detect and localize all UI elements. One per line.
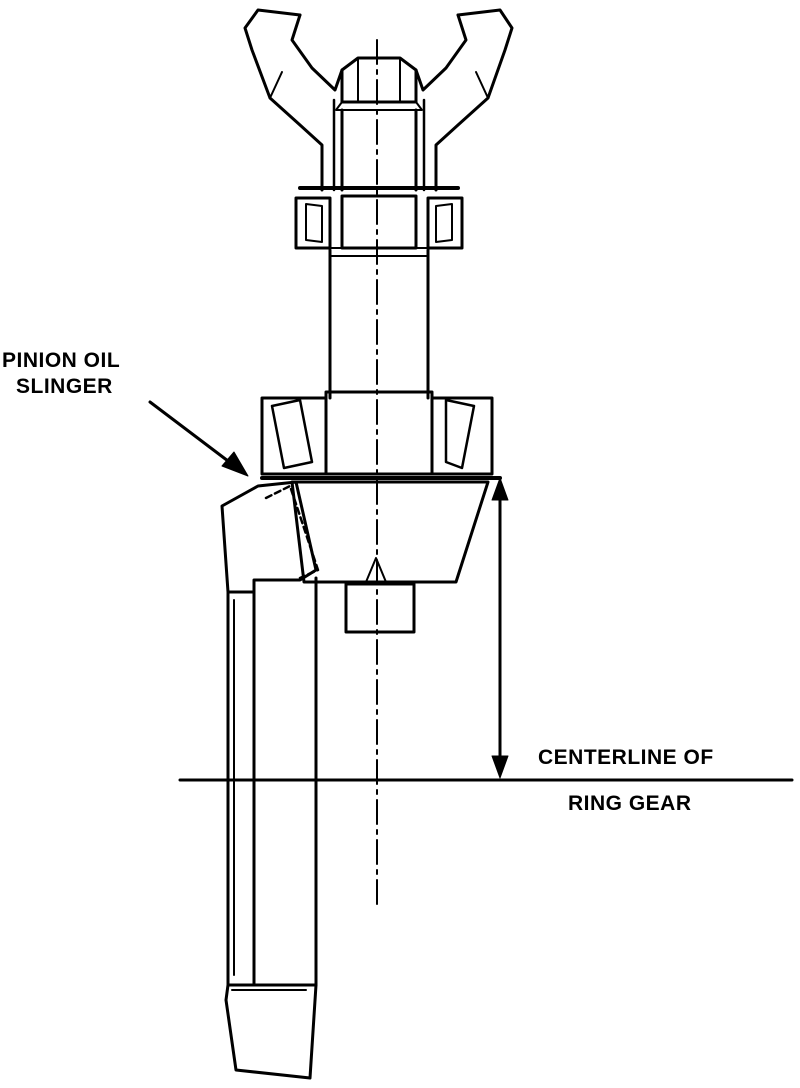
outer-pinion-bearing	[294, 186, 464, 257]
ring-gear-label: RING GEAR	[568, 792, 692, 815]
pinion-depth-dimension	[491, 477, 509, 779]
inner-pinion-bearing	[260, 390, 494, 476]
pinion-oil-slinger-label-line2: SLINGER	[16, 375, 113, 398]
pinion-shaft	[328, 108, 430, 400]
centerline-of-label: CENTERLINE OF	[538, 746, 714, 769]
pinion-oil-slinger-label-line1: PINION OIL	[2, 349, 121, 372]
pinion-yoke	[243, 8, 514, 192]
pinion-pilot	[344, 582, 416, 634]
pinion-nut	[335, 56, 423, 111]
slinger-leader-arrow	[148, 400, 249, 477]
pinion-oil-slinger-label: PINION OIL SLINGER	[2, 348, 120, 400]
